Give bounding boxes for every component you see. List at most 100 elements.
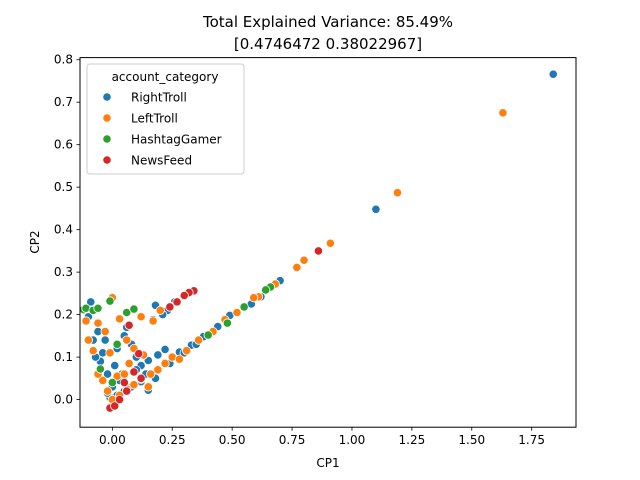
data-point <box>110 401 120 411</box>
x-tick-label: 0.75 <box>279 433 306 447</box>
data-point <box>172 297 182 307</box>
data-point <box>122 335 132 345</box>
data-point <box>110 360 120 371</box>
chart-subtitle: [0.4746472 0.38022967] <box>234 35 422 53</box>
data-point <box>129 380 139 390</box>
legend-label: LeftTroll <box>131 112 178 126</box>
data-point <box>124 320 134 330</box>
data-point <box>105 348 115 358</box>
x-tick-label: 0.25 <box>159 433 186 447</box>
data-point <box>119 377 129 388</box>
y-axis: 0.0 0.1 0.2 0.3 0.4 0.5 0.6 0.7 0.8 <box>54 53 80 407</box>
data-point <box>249 293 259 303</box>
data-point <box>203 330 213 340</box>
x-tick-label: 1.75 <box>518 433 545 447</box>
data-point <box>153 365 163 375</box>
legend: account_category RightTroll LeftTroll Hash… <box>86 63 245 175</box>
data-point <box>93 303 103 313</box>
data-point <box>93 318 103 328</box>
data-point <box>313 246 324 256</box>
plot-frame <box>79 57 577 428</box>
data-point <box>160 358 170 369</box>
data-point <box>124 358 134 369</box>
data-point <box>102 369 113 379</box>
legend-marker <box>102 92 112 102</box>
data-point <box>148 316 158 326</box>
data-point <box>232 307 242 318</box>
legend-label: RightTroll <box>131 91 187 105</box>
data-point <box>182 346 192 356</box>
data-point <box>114 314 125 324</box>
data-point <box>136 312 146 322</box>
data-point <box>325 238 335 248</box>
legend-entries: RightTroll LeftTroll HashtagGamer NewsFeed <box>102 91 222 168</box>
y-tick-label: 0.4 <box>54 223 73 237</box>
data-point <box>81 316 91 326</box>
x-axis-label: CP1 <box>316 456 339 470</box>
x-tick-label: 0.00 <box>99 433 126 447</box>
data-point <box>100 335 110 345</box>
legend-marker <box>102 134 112 144</box>
data-point <box>194 335 204 345</box>
legend-title: account_category <box>112 70 219 84</box>
data-point <box>160 344 170 355</box>
data-point <box>292 262 302 273</box>
x-axis: 0.00 0.25 0.50 0.75 1.00 1.25 1.50 1.75 <box>99 427 545 447</box>
data-point <box>134 349 144 359</box>
x-tick-label: 1.25 <box>399 433 426 447</box>
data-point <box>392 188 403 198</box>
data-point <box>100 327 110 337</box>
x-tick-label: 1.00 <box>339 433 366 447</box>
data-point <box>114 394 125 405</box>
points-layer <box>78 69 558 413</box>
data-point <box>153 350 163 360</box>
y-axis-label: CP2 <box>28 230 42 253</box>
data-point <box>95 364 105 374</box>
x-tick-label: 1.50 <box>458 433 485 447</box>
legend-label: NewsFeed <box>131 154 192 168</box>
data-point <box>119 369 129 379</box>
data-point <box>165 302 175 312</box>
data-point <box>371 204 381 214</box>
data-point <box>122 386 132 396</box>
data-point <box>299 255 309 265</box>
y-tick-label: 0.2 <box>54 308 73 322</box>
data-point <box>146 369 156 379</box>
data-point <box>179 290 189 301</box>
data-point <box>105 296 115 306</box>
data-point <box>498 108 508 118</box>
series-hashtaggamer <box>78 282 276 388</box>
data-point <box>143 382 153 392</box>
legend-label: HashtagGamer <box>131 133 222 147</box>
x-tick-label: 0.50 <box>219 433 246 447</box>
y-tick-label: 0.3 <box>54 265 73 279</box>
y-tick-label: 0.8 <box>54 53 73 67</box>
data-point <box>102 386 113 396</box>
data-point <box>129 367 139 377</box>
data-point <box>155 305 165 315</box>
chart-title: Total Explained Variance: 85.49% <box>202 13 453 31</box>
data-point <box>129 304 139 314</box>
y-tick-label: 0.5 <box>54 180 73 194</box>
y-tick-label: 0.1 <box>54 350 73 364</box>
data-point <box>174 354 185 364</box>
legend-marker <box>102 113 112 123</box>
data-point <box>83 335 93 345</box>
data-point <box>98 375 108 386</box>
data-point <box>222 318 232 328</box>
data-point <box>107 377 117 388</box>
data-point <box>136 373 146 383</box>
y-tick-label: 0.6 <box>54 138 73 152</box>
legend-box <box>86 63 245 175</box>
y-tick-label: 0.7 <box>54 95 73 109</box>
y-tick-label: 0.0 <box>54 393 73 407</box>
data-point <box>86 297 96 307</box>
data-point <box>239 302 249 312</box>
data-point <box>548 69 558 79</box>
data-point <box>88 346 98 356</box>
data-point <box>112 339 122 349</box>
data-point <box>261 285 271 295</box>
series-lefttroll <box>81 108 508 405</box>
legend-marker <box>102 155 112 165</box>
